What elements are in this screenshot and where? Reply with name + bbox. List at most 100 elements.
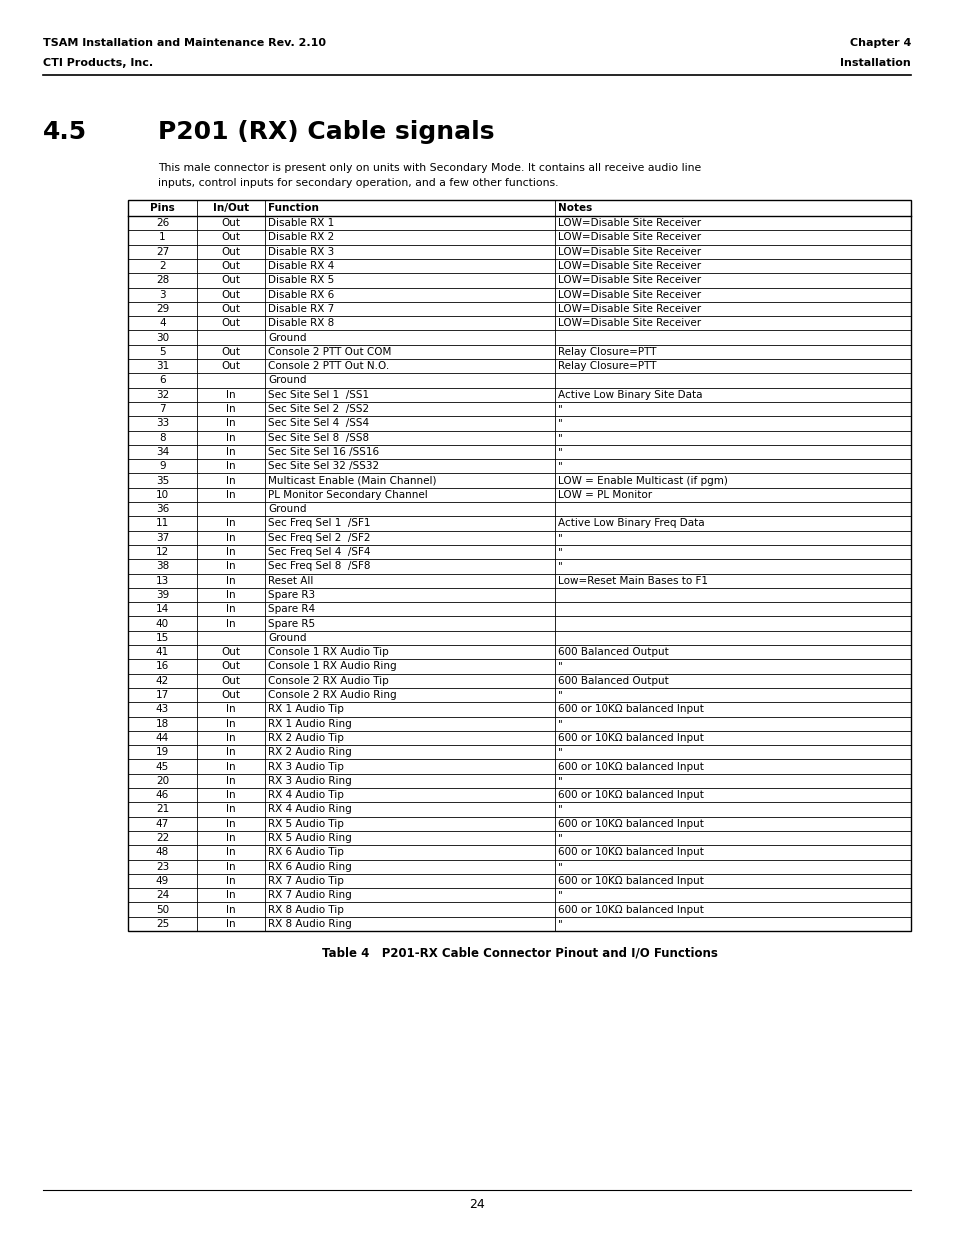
Text: RX 7 Audio Ring: RX 7 Audio Ring	[268, 890, 352, 900]
Text: 20: 20	[155, 776, 169, 785]
Text: In: In	[226, 619, 235, 629]
Bar	[128, 200, 910, 931]
Text: inputs, control inputs for secondary operation, and a few other functions.: inputs, control inputs for secondary ope…	[158, 178, 558, 188]
Text: Disable RX 5: Disable RX 5	[268, 275, 334, 285]
Text: 30: 30	[155, 332, 169, 342]
Text: 21: 21	[155, 804, 169, 814]
Text: Sec Site Sel 4  /SS4: Sec Site Sel 4 /SS4	[268, 419, 369, 429]
Text: Out: Out	[221, 290, 240, 300]
Text: Out: Out	[221, 304, 240, 314]
Text: 4: 4	[159, 319, 166, 329]
Text: In: In	[226, 461, 235, 472]
Text: In: In	[226, 475, 235, 485]
Text: Disable RX 8: Disable RX 8	[268, 319, 334, 329]
Text: 26: 26	[155, 219, 169, 228]
Text: In: In	[226, 547, 235, 557]
Text: Relay Closure=PTT: Relay Closure=PTT	[558, 347, 656, 357]
Text: 28: 28	[155, 275, 169, 285]
Text: In: In	[226, 562, 235, 572]
Text: ": "	[558, 432, 562, 442]
Text: RX 7 Audio Tip: RX 7 Audio Tip	[268, 876, 343, 885]
Text: 45: 45	[155, 762, 169, 772]
Text: Out: Out	[221, 662, 240, 672]
Text: 600 or 10KΩ balanced Input: 600 or 10KΩ balanced Input	[558, 847, 703, 857]
Text: Sec Site Sel 2  /SS2: Sec Site Sel 2 /SS2	[268, 404, 369, 414]
Text: 600 or 10KΩ balanced Input: 600 or 10KΩ balanced Input	[558, 790, 703, 800]
Text: ": "	[558, 719, 562, 729]
Text: ": "	[558, 419, 562, 429]
Text: RX 8 Audio Ring: RX 8 Audio Ring	[268, 919, 352, 929]
Text: In: In	[226, 719, 235, 729]
Text: 12: 12	[155, 547, 169, 557]
Text: 43: 43	[155, 704, 169, 714]
Text: In: In	[226, 919, 235, 929]
Text: Disable RX 1: Disable RX 1	[268, 219, 334, 228]
Text: ": "	[558, 890, 562, 900]
Text: Sec Freq Sel 8  /SF8: Sec Freq Sel 8 /SF8	[268, 562, 370, 572]
Text: Active Low Binary Freq Data: Active Low Binary Freq Data	[558, 519, 703, 529]
Text: LOW=Disable Site Receiver: LOW=Disable Site Receiver	[558, 275, 700, 285]
Text: Disable RX 3: Disable RX 3	[268, 247, 334, 257]
Text: ": "	[558, 532, 562, 542]
Text: In: In	[226, 776, 235, 785]
Text: 42: 42	[155, 676, 169, 685]
Text: In: In	[226, 862, 235, 872]
Text: 40: 40	[155, 619, 169, 629]
Text: In: In	[226, 576, 235, 585]
Text: Table 4   P201-RX Cable Connector Pinout and I/O Functions: Table 4 P201-RX Cable Connector Pinout a…	[321, 947, 717, 960]
Text: Sec Freq Sel 2  /SF2: Sec Freq Sel 2 /SF2	[268, 532, 370, 542]
Text: 27: 27	[155, 247, 169, 257]
Text: This male connector is present only on units with Secondary Mode. It contains al: This male connector is present only on u…	[158, 163, 700, 173]
Text: ": "	[558, 547, 562, 557]
Text: Spare R5: Spare R5	[268, 619, 314, 629]
Text: 11: 11	[155, 519, 169, 529]
Text: Console 2 PTT Out N.O.: Console 2 PTT Out N.O.	[268, 361, 389, 372]
Text: In: In	[226, 604, 235, 614]
Text: 17: 17	[155, 690, 169, 700]
Text: 49: 49	[155, 876, 169, 885]
Text: 39: 39	[155, 590, 169, 600]
Text: In: In	[226, 532, 235, 542]
Text: P201 (RX) Cable signals: P201 (RX) Cable signals	[158, 120, 494, 144]
Text: 44: 44	[155, 732, 169, 743]
Text: LOW=Disable Site Receiver: LOW=Disable Site Receiver	[558, 219, 700, 228]
Text: 36: 36	[155, 504, 169, 514]
Text: Multicast Enable (Main Channel): Multicast Enable (Main Channel)	[268, 475, 436, 485]
Text: In: In	[226, 847, 235, 857]
Text: Ground: Ground	[268, 332, 306, 342]
Text: ": "	[558, 919, 562, 929]
Text: 15: 15	[155, 632, 169, 643]
Text: ": "	[558, 461, 562, 472]
Text: Disable RX 4: Disable RX 4	[268, 261, 334, 270]
Text: 600 or 10KΩ balanced Input: 600 or 10KΩ balanced Input	[558, 762, 703, 772]
Text: 25: 25	[155, 919, 169, 929]
Text: Chapter 4: Chapter 4	[849, 38, 910, 48]
Text: Out: Out	[221, 261, 240, 270]
Text: 8: 8	[159, 432, 166, 442]
Text: Disable RX 2: Disable RX 2	[268, 232, 334, 242]
Text: 13: 13	[155, 576, 169, 585]
Text: Ground: Ground	[268, 632, 306, 643]
Text: Installation: Installation	[840, 58, 910, 68]
Text: RX 3 Audio Tip: RX 3 Audio Tip	[268, 762, 343, 772]
Text: 3: 3	[159, 290, 166, 300]
Text: 14: 14	[155, 604, 169, 614]
Text: In: In	[226, 432, 235, 442]
Text: RX 4 Audio Tip: RX 4 Audio Tip	[268, 790, 343, 800]
Text: Console 1 RX Audio Tip: Console 1 RX Audio Tip	[268, 647, 389, 657]
Text: 7: 7	[159, 404, 166, 414]
Text: In: In	[226, 490, 235, 500]
Text: ": "	[558, 447, 562, 457]
Text: In: In	[226, 804, 235, 814]
Text: RX 1 Audio Ring: RX 1 Audio Ring	[268, 719, 352, 729]
Text: In: In	[226, 890, 235, 900]
Text: 10: 10	[155, 490, 169, 500]
Text: 600 Balanced Output: 600 Balanced Output	[558, 676, 668, 685]
Text: In: In	[226, 834, 235, 844]
Text: In: In	[226, 519, 235, 529]
Text: 24: 24	[155, 890, 169, 900]
Text: 46: 46	[155, 790, 169, 800]
Text: RX 5 Audio Tip: RX 5 Audio Tip	[268, 819, 343, 829]
Text: Console 2 RX Audio Ring: Console 2 RX Audio Ring	[268, 690, 396, 700]
Text: PL Monitor Secondary Channel: PL Monitor Secondary Channel	[268, 490, 427, 500]
